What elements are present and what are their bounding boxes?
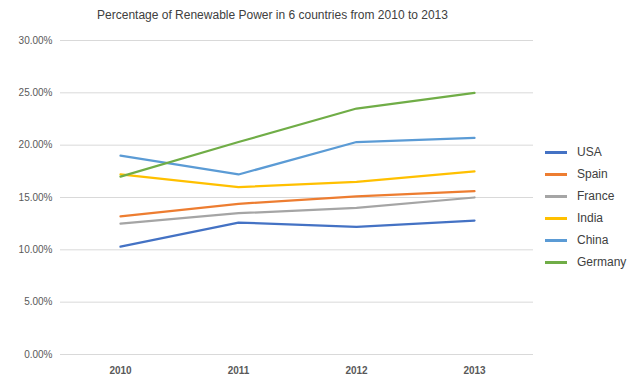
html-text:Percentage of Renewable Power: Percentage of Renewable Power in 6 count… bbox=[97, 8, 448, 22]
html-text:Spain: Spain bbox=[577, 167, 608, 181]
svg-text:2010: 2010 bbox=[109, 365, 132, 376]
svg-text:20.00%: 20.00% bbox=[19, 139, 53, 150]
html-text:USA: USA bbox=[577, 145, 602, 159]
html-text:India: India bbox=[577, 211, 603, 225]
html-text:Germany: Germany bbox=[577, 255, 627, 269]
svg-text:10.00%: 10.00% bbox=[19, 244, 53, 255]
svg-text:30.00%: 30.00% bbox=[19, 35, 53, 46]
svg-text:2011: 2011 bbox=[228, 365, 250, 376]
html-text:China: China bbox=[577, 233, 609, 247]
html-text:France: France bbox=[577, 189, 615, 203]
svg-text:2013: 2013 bbox=[463, 365, 486, 376]
svg-text:5.00%: 5.00% bbox=[24, 296, 52, 307]
svg-text:25.00%: 25.00% bbox=[19, 87, 53, 98]
svg-text:15.00%: 15.00% bbox=[19, 192, 53, 203]
svg-text:0.00%: 0.00% bbox=[24, 349, 52, 360]
svg-text:2012: 2012 bbox=[345, 365, 368, 376]
